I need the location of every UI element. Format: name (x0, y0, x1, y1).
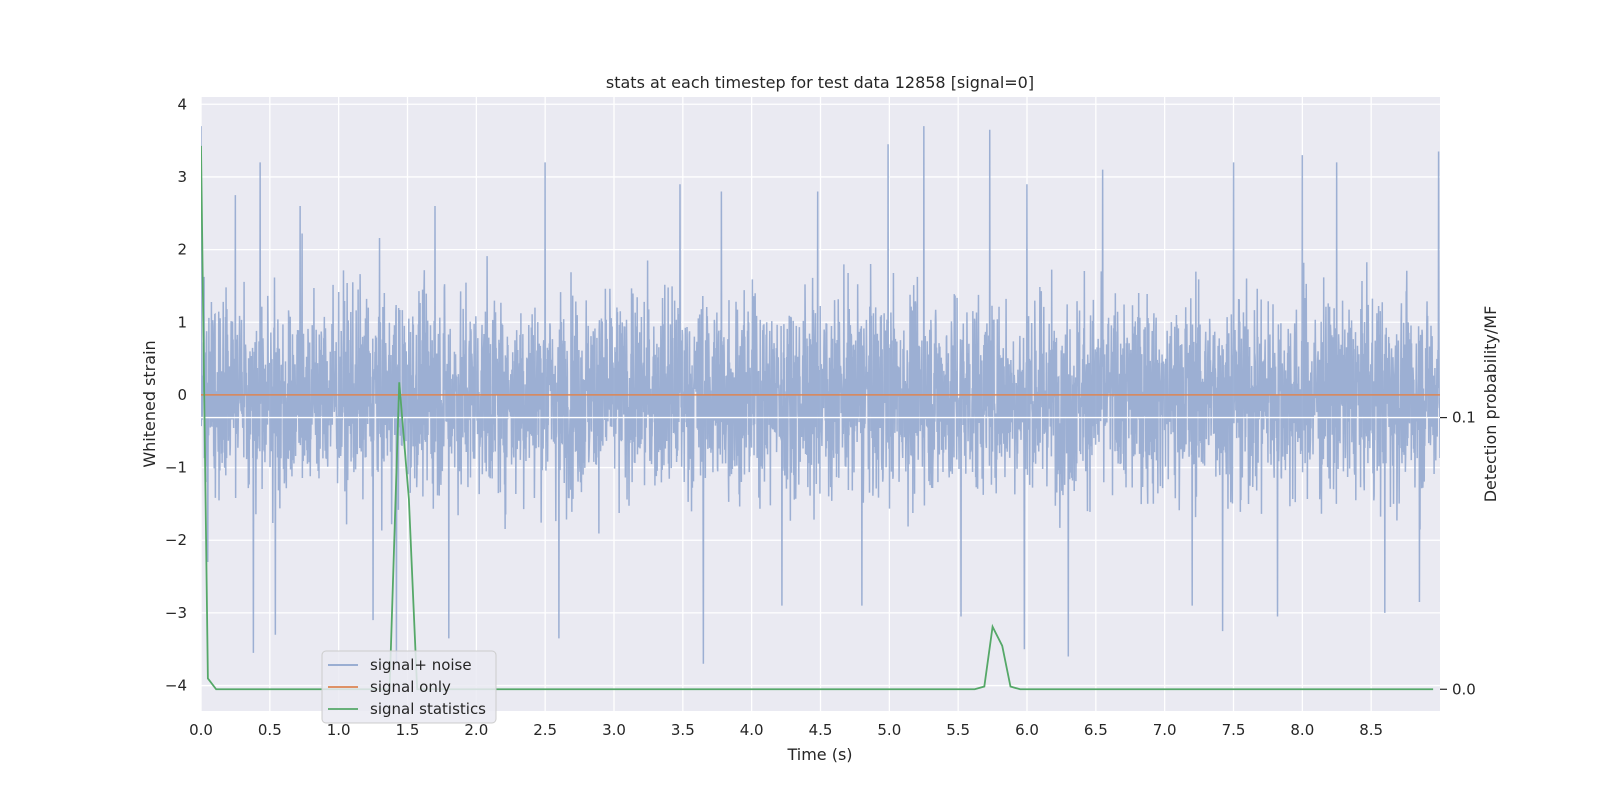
y-tick-label: 3 (177, 168, 187, 186)
y2-tick-label: 0.0 (1452, 680, 1476, 698)
x-tick-label: 8.0 (1290, 721, 1314, 739)
y-tick-label: −3 (165, 604, 187, 622)
x-tick-label: 5.5 (946, 721, 970, 739)
y2-axis-label: Detection probability/MF (1481, 306, 1500, 503)
y-tick-label: 4 (177, 95, 187, 113)
y-tick-label: 0 (177, 386, 187, 404)
x-tick-label: 4.0 (740, 721, 764, 739)
y-tick-label: −1 (165, 459, 187, 477)
x-tick-label: 3.0 (602, 721, 626, 739)
x-tick-label: 2.5 (533, 721, 557, 739)
y2-tick-label: 0.1 (1452, 409, 1476, 427)
x-tick-label: 0.5 (258, 721, 282, 739)
x-tick-label: 3.5 (671, 721, 695, 739)
x-tick-label: 2.0 (464, 721, 488, 739)
x-tick-label: 5.0 (877, 721, 901, 739)
x-tick-label: 1.0 (327, 721, 351, 739)
y-tick-label: 1 (177, 313, 187, 331)
legend-label: signal statistics (370, 700, 486, 718)
x-tick-label: 0.0 (189, 721, 213, 739)
y-tick-label: −2 (165, 531, 187, 549)
legend: signal+ noise signal only signal statistic… (321, 650, 497, 724)
legend-label: signal+ noise (370, 656, 472, 674)
x-tick-labels: 0.0 0.5 1.0 1.5 2.0 2.5 3.0 3.5 4.0 4.5 5.0 5.5 6.0 6… (189, 721, 1383, 739)
y-axis-label: Whitened strain (140, 340, 159, 467)
x-tick-label: 7.5 (1222, 721, 1246, 739)
series-signal-noise-line (201, 126, 1440, 664)
x-tick-label: 6.0 (1015, 721, 1039, 739)
legend-label: signal only (370, 678, 451, 696)
y-tick-label: −4 (165, 677, 187, 695)
x-tick-label: 4.5 (809, 721, 833, 739)
x-tick-label: 1.5 (396, 721, 420, 739)
x-tick-label: 7.0 (1153, 721, 1177, 739)
x-tick-label: 8.5 (1359, 721, 1383, 739)
y2-tick-labels: 0.1 0.0 (1440, 409, 1476, 698)
x-tick-label: 6.5 (1084, 721, 1108, 739)
x-axis-label: Time (s) (786, 745, 852, 764)
chart-title: stats at each timestep for test data 128… (606, 73, 1034, 92)
y-tick-labels: 4 3 2 1 0 −1 −2 −3 −4 (165, 95, 187, 694)
y-tick-label: 2 (177, 241, 187, 259)
legend-box (321, 650, 497, 724)
